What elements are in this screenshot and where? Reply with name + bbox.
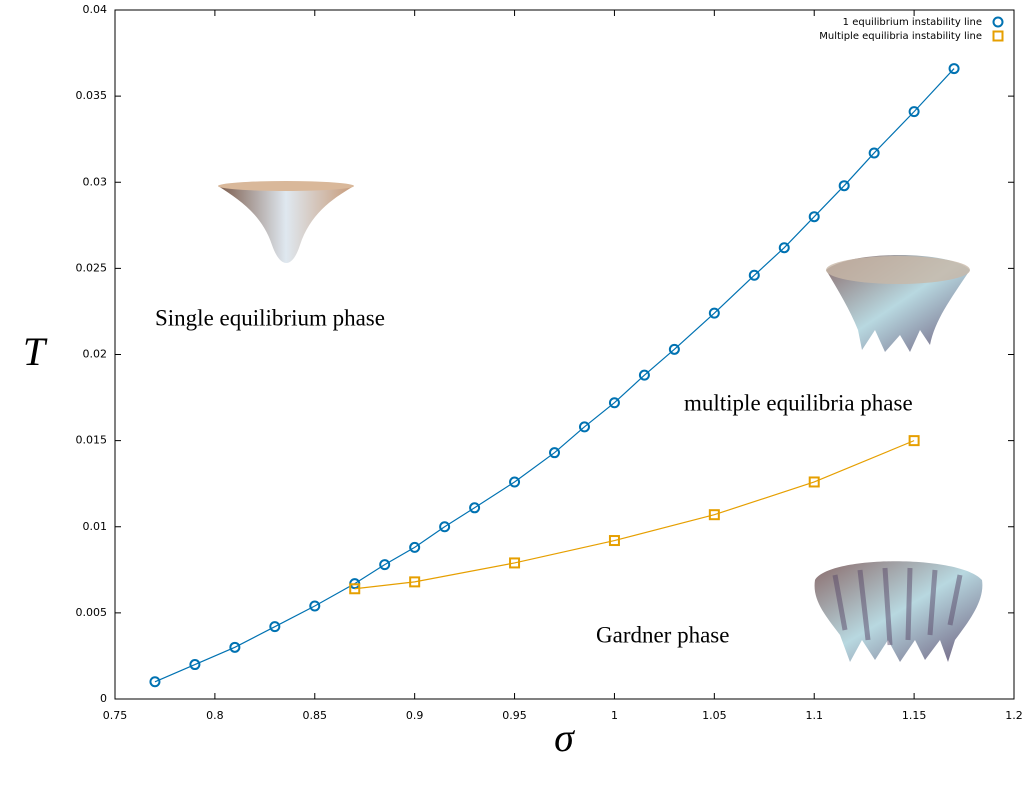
x-tick-label: 0.8 xyxy=(206,709,224,722)
circle-marker xyxy=(708,307,720,319)
rugged-funnel-illustration xyxy=(826,255,970,352)
y-tick-label: 0 xyxy=(100,692,107,705)
circle-marker xyxy=(509,476,521,488)
x-tick-label: 1.05 xyxy=(702,709,727,722)
y-tick-label: 0.04 xyxy=(83,3,108,16)
x-tick-label: 1 xyxy=(611,709,618,722)
y-tick-label: 0.015 xyxy=(76,434,108,447)
square-marker xyxy=(908,435,920,447)
x-tick-label: 1.2 xyxy=(1005,709,1023,722)
series-line xyxy=(354,440,915,590)
y-tick-label: 0.03 xyxy=(83,175,108,188)
circle-marker xyxy=(638,369,650,381)
circle-marker xyxy=(748,269,760,281)
legend-marker xyxy=(992,30,1004,42)
x-tick-label: 0.85 xyxy=(303,709,328,722)
series-line xyxy=(154,68,955,683)
funnel-illustration xyxy=(218,181,354,264)
square-marker xyxy=(409,576,421,588)
legend-marker xyxy=(992,16,1004,28)
phase-label: multiple equilibria phase xyxy=(684,390,913,415)
y-axis-label: T xyxy=(23,329,48,374)
y-tick-label: 0.005 xyxy=(76,606,108,619)
circle-marker xyxy=(778,242,790,254)
x-axis-label: σ xyxy=(554,715,575,760)
y-tick-label: 0.025 xyxy=(76,261,108,274)
circle-marker xyxy=(439,521,451,533)
x-tick-label: 1.1 xyxy=(805,709,823,722)
circle-marker xyxy=(229,641,241,653)
x-tick-label: 1.15 xyxy=(902,709,927,722)
circle-marker xyxy=(868,147,880,159)
y-tick-label: 0.01 xyxy=(83,520,108,533)
x-tick-label: 0.9 xyxy=(406,709,424,722)
square-marker xyxy=(349,583,361,595)
circle-marker xyxy=(549,447,561,459)
circle-marker xyxy=(578,421,590,433)
phase-label: Single equilibrium phase xyxy=(155,305,385,330)
x-tick-label: 0.95 xyxy=(502,709,527,722)
circle-marker xyxy=(469,502,481,514)
square-marker xyxy=(509,557,521,569)
legend-label: Multiple equilibria instability line xyxy=(819,31,982,42)
y-tick-label: 0.035 xyxy=(76,89,108,102)
circle-marker xyxy=(309,600,321,612)
circle-marker xyxy=(608,397,620,409)
y-tick-label: 0.02 xyxy=(83,348,108,361)
x-tick-label: 0.75 xyxy=(103,709,128,722)
circle-marker xyxy=(838,180,850,192)
circle-marker xyxy=(379,559,391,571)
square-marker xyxy=(808,476,820,488)
square-marker xyxy=(608,535,620,547)
square-marker xyxy=(708,509,720,521)
phase-label: Gardner phase xyxy=(596,622,729,647)
circle-marker xyxy=(269,621,281,633)
circle-marker xyxy=(948,63,960,75)
circle-marker xyxy=(189,659,201,671)
rough-landscape-illustration xyxy=(814,561,983,662)
circle-marker xyxy=(908,106,920,118)
circle-marker xyxy=(149,676,161,688)
circle-marker xyxy=(668,343,680,355)
legend-label: 1 equilibrium instability line xyxy=(843,17,982,28)
circle-marker xyxy=(409,541,421,553)
circle-marker xyxy=(808,211,820,223)
